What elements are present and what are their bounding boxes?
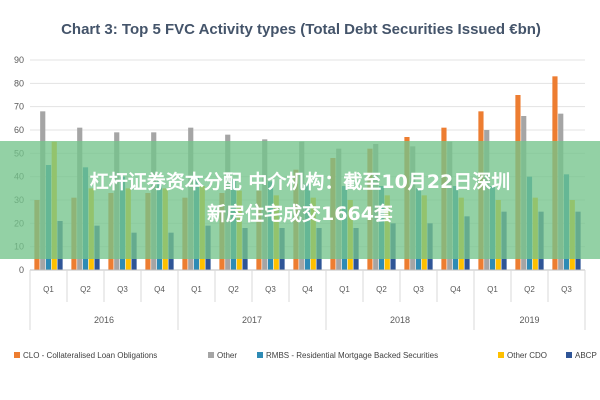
legend-swatch xyxy=(14,352,20,358)
x-tick-label: Q2 xyxy=(376,285,387,294)
x-tick-label: Q3 xyxy=(117,285,128,294)
year-label: 2018 xyxy=(390,315,410,325)
chart-title: Chart 3: Top 5 FVC Activity types (Total… xyxy=(61,21,541,38)
y-tick-label: 90 xyxy=(14,55,24,65)
x-tick-label: Q4 xyxy=(302,285,313,294)
banner-overlay: 杠杆证券资本分配 中介机构：截至10月22日深圳 新房住宅成交1664套 xyxy=(0,141,600,259)
legend-swatch xyxy=(208,352,214,358)
x-tick-label: Q1 xyxy=(43,285,54,294)
year-label: 2017 xyxy=(242,315,262,325)
year-label: 2016 xyxy=(94,315,114,325)
legend-label: Other xyxy=(217,351,237,360)
legend-swatch xyxy=(257,352,263,358)
x-axis: Q1 Q2 Q3 Q4 Q1 Q2 Q3 Q4 Q1 Q2 Q3 Q4 Q1 Q2 Q3 2016 2017 20… xyxy=(29,269,586,330)
banner-line-1: 杠杆证券资本分配 中介机构：截至10月22日深圳 xyxy=(89,171,511,193)
x-tick-label: Q1 xyxy=(339,285,350,294)
y-tick-label: 80 xyxy=(14,78,24,88)
legend-swatch xyxy=(498,352,504,358)
x-tick-label: Q1 xyxy=(487,285,498,294)
legend-label: Other CDO xyxy=(507,351,547,360)
y-tick-label: 60 xyxy=(14,125,24,135)
legend: CLO - Collateralised Loan Obligations Oth… xyxy=(14,351,597,360)
x-tick-label: Q3 xyxy=(561,285,572,294)
x-tick-label: Q4 xyxy=(450,285,461,294)
x-tick-label: Q3 xyxy=(413,285,424,294)
banner-text: 杠杆证券资本分配 中介机构：截至10月22日深圳 新房住宅成交1664套 xyxy=(10,166,590,230)
banner-line-2: 新房住宅成交1664套 xyxy=(207,203,393,225)
x-tick-label: Q2 xyxy=(80,285,91,294)
y-tick-label: 0 xyxy=(19,265,24,275)
y-tick-label: 70 xyxy=(14,102,24,112)
x-tick-label: Q2 xyxy=(228,285,239,294)
legend-label: ABCP xyxy=(575,351,597,360)
year-label: 2019 xyxy=(519,315,539,325)
x-tick-label: Q1 xyxy=(191,285,202,294)
legend-label: CLO - Collateralised Loan Obligations xyxy=(23,351,157,360)
x-tick-label: Q4 xyxy=(154,285,165,294)
legend-label: RMBS - Residential Mortgage Backed Secur… xyxy=(266,351,438,360)
x-tick-label: Q3 xyxy=(265,285,276,294)
x-tick-label: Q2 xyxy=(524,285,535,294)
legend-swatch xyxy=(566,352,572,358)
